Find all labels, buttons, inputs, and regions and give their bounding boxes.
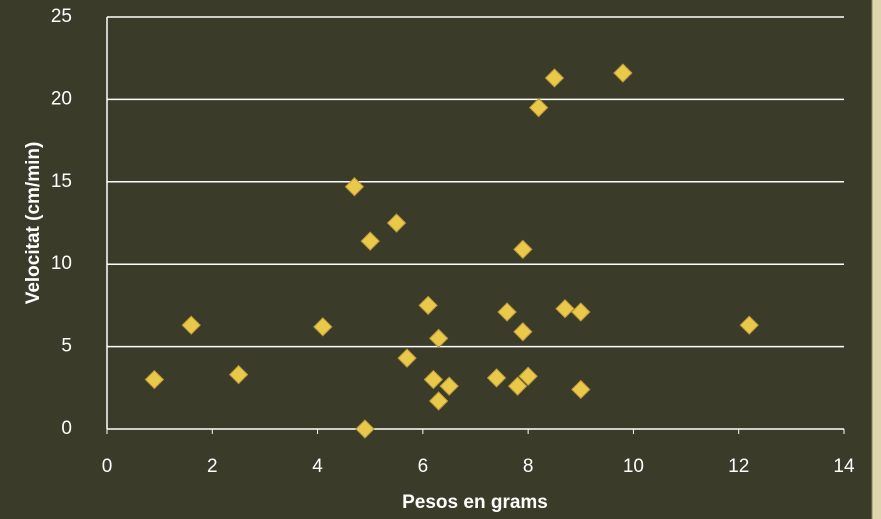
point xyxy=(313,317,333,337)
point xyxy=(360,231,380,251)
point xyxy=(571,302,591,322)
point xyxy=(497,302,517,322)
side-strip xyxy=(872,0,881,519)
point xyxy=(344,177,365,197)
point xyxy=(228,364,249,385)
point xyxy=(571,379,591,400)
y-tick-label: 20 xyxy=(51,88,72,109)
y-axis-title: Velocitat (cm/min) xyxy=(23,142,44,305)
point xyxy=(513,322,533,342)
y-tick-label: 5 xyxy=(61,336,72,357)
x-tick-label: 0 xyxy=(102,456,113,477)
point xyxy=(428,391,449,411)
x-axis-title: Pesos en grams xyxy=(402,492,548,513)
point xyxy=(397,348,417,368)
point xyxy=(518,366,538,386)
x-tick-label: 2 xyxy=(207,456,218,477)
point xyxy=(423,369,444,390)
y-tick-label: 0 xyxy=(61,418,72,439)
x-tick-label: 6 xyxy=(418,456,429,477)
point xyxy=(544,68,565,88)
point xyxy=(418,295,438,316)
point xyxy=(486,368,507,388)
point xyxy=(428,328,449,349)
point xyxy=(507,376,528,396)
y-tick-label: 10 xyxy=(51,253,72,274)
point xyxy=(739,315,759,335)
point xyxy=(386,213,407,233)
y-tick-label: 25 xyxy=(51,6,72,27)
point xyxy=(439,376,459,396)
point xyxy=(181,315,201,335)
point xyxy=(555,298,575,319)
x-tick-label: 12 xyxy=(728,456,749,477)
x-tick-label: 4 xyxy=(312,456,323,477)
point xyxy=(144,369,165,390)
point xyxy=(513,239,533,260)
x-tick-label: 10 xyxy=(623,456,644,477)
point xyxy=(613,63,633,83)
point xyxy=(355,419,375,439)
y-tick-label: 15 xyxy=(51,171,72,192)
x-tick-label: 8 xyxy=(523,456,534,477)
x-tick-label: 14 xyxy=(833,456,855,477)
point xyxy=(528,97,549,118)
